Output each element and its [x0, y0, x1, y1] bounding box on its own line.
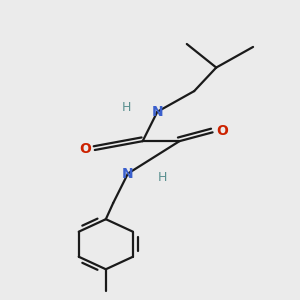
Text: O: O [80, 142, 92, 155]
Text: H: H [122, 101, 131, 114]
Text: O: O [216, 124, 228, 138]
Text: N: N [152, 105, 163, 119]
Text: N: N [122, 167, 134, 181]
Text: H: H [158, 172, 168, 184]
